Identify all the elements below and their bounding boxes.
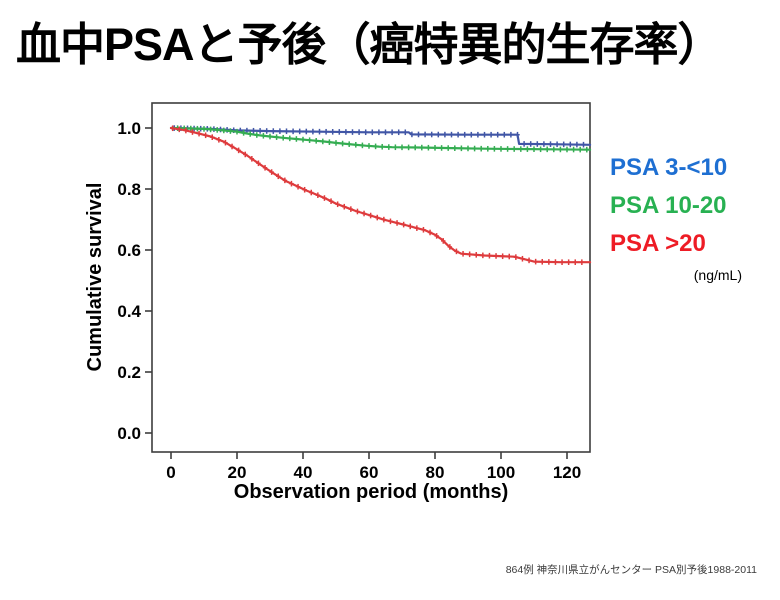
x-tick-label: 100	[487, 463, 515, 482]
plot-frame	[151, 102, 591, 453]
x-tick-label: 120	[553, 463, 581, 482]
x-tick-label: 0	[166, 463, 175, 482]
legend: PSA 3-<10 PSA 10-20 PSA >20 (ng/mL)	[610, 149, 770, 283]
y-tick-label: 0.4	[117, 302, 141, 321]
slide-title: 血中PSAと予後（癌特異的生存率）	[16, 19, 723, 70]
x-tick-label: 80	[426, 463, 445, 482]
legend-item: PSA 3-<10	[610, 154, 728, 181]
y-tick-label: 0.6	[117, 241, 141, 260]
y-tick-label: 0.8	[117, 180, 141, 199]
x-tick-label: 40	[294, 463, 313, 482]
legend-item: PSA 10-20	[610, 192, 727, 219]
legend-unit-label: (ng/mL)	[693, 267, 742, 283]
footnote: 864例 神奈川県立がんセンター PSA別予後1988-2011	[505, 564, 757, 576]
x-tick-label: 60	[360, 463, 379, 482]
legend-item: PSA >20	[610, 230, 706, 257]
legend-items: PSA 3-<10 PSA 10-20 PSA >20	[610, 149, 770, 263]
x-axis-label: Observation period (months)	[233, 481, 509, 503]
x-tick-label: 20	[228, 463, 247, 482]
y-tick-label: 1.0	[117, 119, 141, 138]
y-tick-label: 0.0	[117, 424, 141, 443]
y-axis-label: Cumulative survival	[84, 182, 106, 372]
y-tick-label: 0.2	[117, 363, 141, 382]
